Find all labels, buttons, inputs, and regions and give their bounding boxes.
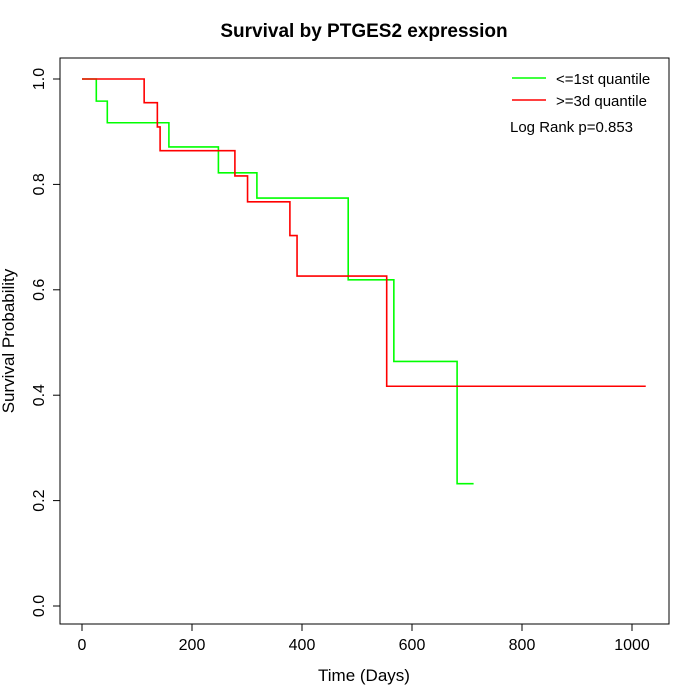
y-tick-label: 0.2 <box>31 489 48 511</box>
x-tick-label: 600 <box>399 637 426 654</box>
chart-title: Survival by PTGES2 expression <box>220 21 507 42</box>
legend-label-high-quantile: >=3d quantile <box>556 93 647 110</box>
y-axis: 0.0 0.2 0.4 0.6 0.8 1.0 <box>31 68 60 617</box>
x-axis: 0 200 400 600 800 1000 <box>78 624 650 654</box>
y-tick-label: 0.6 <box>31 279 48 301</box>
y-axis-label: Survival Probability <box>0 268 18 413</box>
x-tick-label: 400 <box>289 637 316 654</box>
legend: <=1st quantile >=3d quantile <box>512 71 650 110</box>
log-rank-annotation: Log Rank p=0.853 <box>510 119 633 136</box>
x-tick-label: 1000 <box>614 637 650 654</box>
y-tick-label: 0.4 <box>31 384 48 406</box>
y-tick-label: 0.0 <box>31 595 48 617</box>
series-line-high-quantile <box>82 78 646 388</box>
series-line-low-quantile <box>82 78 474 485</box>
x-axis-label: Time (Days) <box>318 666 410 685</box>
x-tick-label: 200 <box>179 637 206 654</box>
plot-frame <box>59 57 670 625</box>
x-tick-label: 0 <box>78 637 87 654</box>
y-tick-label: 0.8 <box>31 173 48 195</box>
series-layer <box>82 78 646 485</box>
x-tick-label: 800 <box>509 637 536 654</box>
y-tick-label: 1.0 <box>31 68 48 90</box>
legend-label-low-quantile: <=1st quantile <box>556 71 650 88</box>
